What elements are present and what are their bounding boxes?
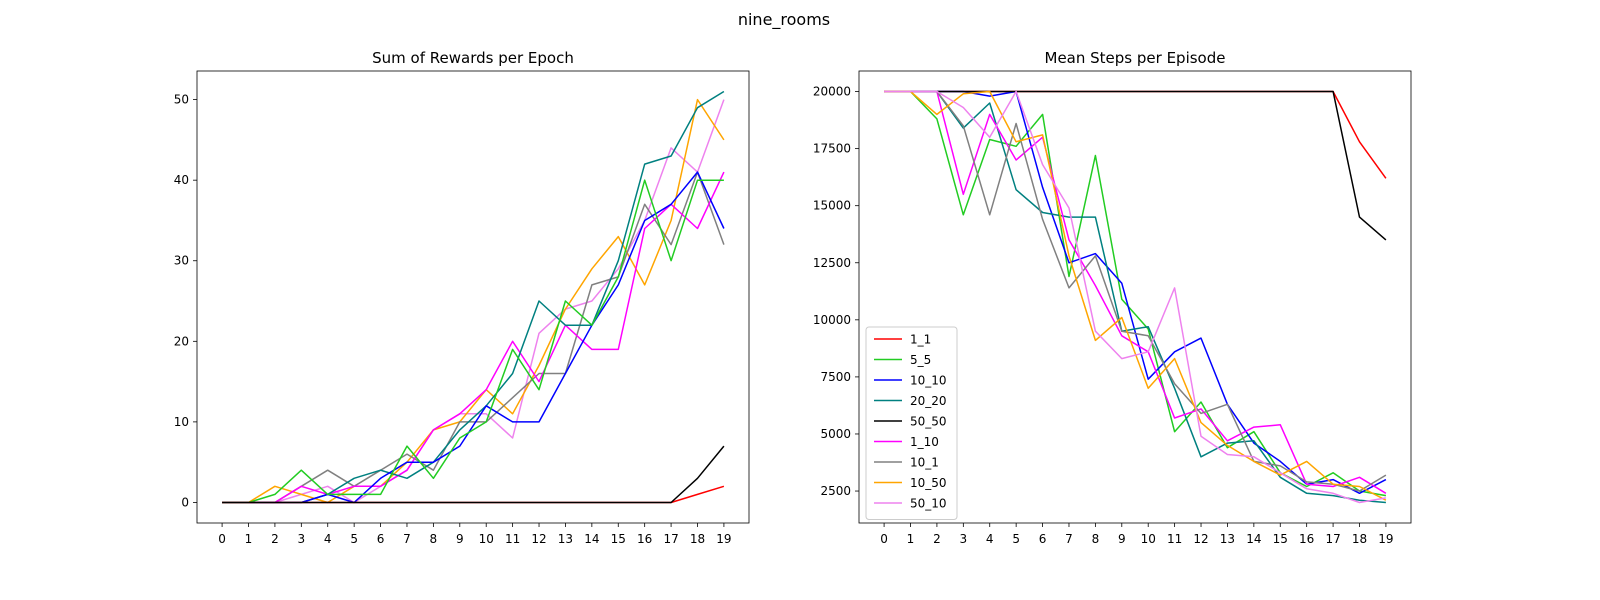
x-tick-label: 3: [960, 532, 968, 546]
series-line-20_20: [884, 90, 1386, 504]
y-tick-label: 12500: [813, 256, 851, 270]
y-tick-label: 10000: [813, 313, 851, 327]
y-tick-label: 17500: [813, 142, 851, 156]
x-tick-label: 5: [350, 532, 358, 546]
series-line-10_1: [222, 171, 725, 504]
y-tick-label: 0: [181, 495, 189, 509]
x-tick-label: 12: [531, 532, 546, 546]
x-tick-label: 14: [1246, 532, 1261, 546]
series-line-1_10: [222, 171, 725, 504]
legend-label-1_10: 1_10: [910, 435, 939, 449]
x-tick-label: 9: [456, 532, 464, 546]
x-tick-label: 4: [324, 532, 332, 546]
legend-label-50_50: 50_50: [910, 415, 947, 429]
x-tick-label: 0: [218, 532, 226, 546]
series-line-10_10: [222, 171, 725, 504]
y-tick-label: 20000: [813, 85, 851, 99]
legend-box: [865, 326, 958, 520]
legend-label-1_1: 1_1: [910, 333, 931, 347]
y-tick-label: 50: [174, 93, 189, 107]
x-tick-label: 6: [1039, 532, 1047, 546]
x-tick-label: 5: [1012, 532, 1020, 546]
x-tick-label: 0: [880, 532, 888, 546]
x-tick-label: 19: [716, 532, 731, 546]
legend-label-20_20: 20_20: [910, 394, 947, 408]
x-tick-label: 1: [245, 532, 253, 546]
x-tick-label: 11: [1167, 532, 1182, 546]
x-tick-label: 3: [298, 532, 306, 546]
y-tick-label: 7500: [820, 370, 851, 384]
series-line-50_10: [222, 99, 725, 504]
x-tick-label: 15: [611, 532, 626, 546]
y-tick-label: 5000: [820, 427, 851, 441]
legend-label-50_10: 50_10: [910, 497, 947, 511]
x-tick-label: 10: [1141, 532, 1156, 546]
series-line-5_5: [884, 90, 1387, 497]
series-line-1_10: [884, 90, 1387, 494]
legend-label-10_50: 10_50: [910, 476, 947, 490]
legend-label-10_1: 10_1: [910, 456, 939, 470]
x-tick-label: 13: [1220, 532, 1235, 546]
axes-frame: [858, 70, 1412, 524]
x-tick-label: 17: [1325, 532, 1340, 546]
x-tick-label: 6: [377, 532, 385, 546]
series-line-10_10: [884, 90, 1387, 495]
x-tick-label: 4: [986, 532, 994, 546]
y-tick-label: 10: [174, 415, 189, 429]
legend-label-10_10: 10_10: [910, 374, 947, 388]
x-tick-label: 7: [403, 532, 411, 546]
x-tick-label: 2: [933, 532, 941, 546]
chart-title: Sum of Rewards per Epoch: [372, 49, 574, 67]
series-line-50_10: [884, 90, 1387, 504]
axes-frame: [196, 70, 750, 524]
legend-label-5_5: 5_5: [910, 353, 931, 367]
x-tick-label: 16: [1299, 532, 1314, 546]
series-line-50_50: [884, 90, 1387, 241]
x-tick-label: 19: [1378, 532, 1393, 546]
x-tick-label: 2: [271, 532, 279, 546]
x-tick-label: 9: [1118, 532, 1126, 546]
y-tick-label: 2500: [820, 484, 851, 498]
y-tick-label: 20: [174, 334, 189, 348]
series-line-10_1: [884, 90, 1387, 492]
x-tick-label: 15: [1273, 532, 1288, 546]
x-tick-label: 12: [1193, 532, 1208, 546]
x-tick-label: 8: [1092, 532, 1100, 546]
x-tick-label: 14: [584, 532, 599, 546]
x-tick-label: 1: [907, 532, 915, 546]
series-line-10_50: [222, 98, 725, 504]
series-line-50_50: [222, 445, 725, 504]
y-tick-label: 40: [174, 173, 189, 187]
x-tick-label: 18: [1352, 532, 1367, 546]
x-tick-label: 7: [1065, 532, 1073, 546]
y-tick-label: 30: [174, 254, 189, 268]
x-tick-label: 16: [637, 532, 652, 546]
chart-title: Mean Steps per Episode: [1045, 49, 1226, 67]
x-tick-label: 10: [479, 532, 494, 546]
series-line-10_50: [884, 90, 1387, 501]
y-tick-label: 15000: [813, 199, 851, 213]
x-tick-label: 8: [430, 532, 438, 546]
x-tick-label: 11: [505, 532, 520, 546]
figure-title: nine_rooms: [738, 10, 830, 30]
x-tick-label: 13: [558, 532, 573, 546]
x-tick-label: 17: [663, 532, 678, 546]
series-line-5_5: [222, 179, 724, 504]
x-tick-label: 18: [690, 532, 705, 546]
